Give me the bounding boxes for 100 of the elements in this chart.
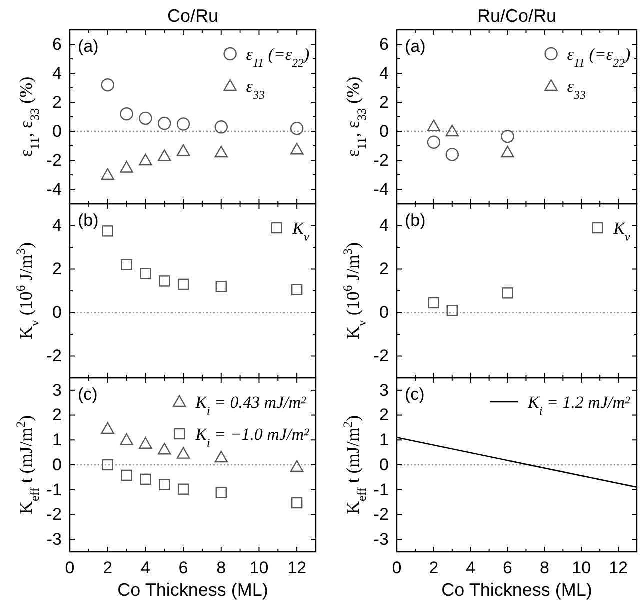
point xyxy=(427,136,441,149)
chart-title: Co/Ru xyxy=(167,6,219,26)
x-tick-label: 10 xyxy=(572,558,592,578)
point xyxy=(121,470,132,482)
y-tick-label: -3 xyxy=(374,530,389,550)
y-tick-label: 2 xyxy=(379,260,389,279)
x-tick-label: 6 xyxy=(178,558,188,578)
y-tick-label: -1 xyxy=(46,480,62,500)
y-tick-label: 0 xyxy=(379,303,389,322)
legend-label: ε$_{33}$ xyxy=(246,77,265,102)
y-tick-label: 2 xyxy=(52,406,62,425)
y-tick-label: -4 xyxy=(374,180,389,199)
point xyxy=(140,268,152,280)
point xyxy=(501,146,514,158)
point xyxy=(446,304,458,316)
x-axis-title: Co Thickness (ML) xyxy=(442,580,592,600)
y-tick-label: 0 xyxy=(52,455,62,474)
chart-title: Ru/Co/Ru xyxy=(477,6,557,26)
point xyxy=(501,130,514,144)
x-tick-label: 0 xyxy=(65,558,75,578)
y-tick-label: 0 xyxy=(52,122,62,141)
x-tick-label: 0 xyxy=(392,558,402,578)
point xyxy=(140,474,152,486)
y-tick-label: 3 xyxy=(379,380,389,400)
x-tick-label: 2 xyxy=(103,558,113,578)
point xyxy=(446,124,459,137)
y-tick-label: 0 xyxy=(379,455,389,474)
y-tick-label: 2 xyxy=(379,406,389,425)
point xyxy=(428,297,440,309)
point xyxy=(178,278,190,290)
point xyxy=(214,450,228,463)
annotation: (c) xyxy=(405,385,425,404)
y-tick-label: 2 xyxy=(52,260,62,279)
point xyxy=(290,460,304,472)
x-tick-label: 12 xyxy=(288,558,307,578)
legend-label: K$_{i}$ = 1.2 mJ/m² xyxy=(527,393,631,418)
point xyxy=(159,479,170,490)
annotation: (b) xyxy=(78,211,99,230)
point xyxy=(290,122,304,136)
point xyxy=(101,78,114,92)
point xyxy=(159,276,170,287)
y-tick-label: -2 xyxy=(46,150,62,170)
y-tick-label: 1 xyxy=(52,430,62,450)
y-tick-label: 0 xyxy=(52,303,62,322)
point xyxy=(178,484,190,495)
point xyxy=(502,288,514,299)
y-tick-label: 1 xyxy=(379,430,389,450)
point xyxy=(102,459,114,471)
x-tick-label: 2 xyxy=(429,558,439,578)
point xyxy=(291,284,303,296)
x-axis-title: Co Thickness (ML) xyxy=(118,580,268,600)
point xyxy=(121,259,132,270)
point xyxy=(427,120,441,132)
point xyxy=(176,118,190,131)
point xyxy=(214,146,228,158)
legend-label: ε$_{11}$ (=ε$_{22}$) xyxy=(567,45,631,70)
y-tick-label: -3 xyxy=(46,530,62,550)
point xyxy=(120,108,134,121)
y-tick-label: -2 xyxy=(374,505,389,524)
point xyxy=(214,120,228,134)
point xyxy=(290,143,304,155)
legend-label: K$_{i}$ = 0.43 mJ/m² xyxy=(194,393,308,418)
y-tick-label: 6 xyxy=(52,34,62,54)
y-tick-label: 2 xyxy=(379,92,389,112)
point xyxy=(158,116,172,130)
x-tick-label: 10 xyxy=(250,558,269,578)
point xyxy=(216,281,227,292)
point xyxy=(216,487,227,498)
x-tick-label: 4 xyxy=(140,558,150,578)
point xyxy=(139,112,152,126)
legend-label: K$_{v}$ xyxy=(292,219,310,244)
y-tick-label: -2 xyxy=(374,150,389,170)
y-tick-label: 2 xyxy=(52,92,62,112)
point xyxy=(291,497,303,509)
point xyxy=(158,442,172,455)
annotation: (a) xyxy=(405,37,426,56)
x-tick-label: 12 xyxy=(609,558,628,578)
y-tick-label: 4 xyxy=(52,64,62,83)
point xyxy=(176,447,190,459)
point xyxy=(158,150,172,162)
legend-label: ε$_{33}$ xyxy=(567,77,586,102)
legend-label: ε$_{11}$ (=ε$_{22}$) xyxy=(246,45,310,70)
point xyxy=(139,154,152,166)
annotation: (c) xyxy=(78,385,98,404)
point xyxy=(102,226,114,237)
y-tick-label: -2 xyxy=(46,346,62,366)
y-tick-label: 4 xyxy=(379,64,389,83)
y-tick-label: -4 xyxy=(46,180,62,199)
legend-label: K$_{i}$ = −1.0 mJ/m² xyxy=(194,425,310,450)
x-tick-label: 8 xyxy=(216,558,226,578)
point xyxy=(176,144,190,156)
point xyxy=(120,161,134,173)
y-tick-label: 6 xyxy=(379,34,389,54)
legend-label: K$_{v}$ xyxy=(612,219,631,244)
point xyxy=(101,168,114,180)
point xyxy=(139,437,152,449)
point xyxy=(120,434,134,446)
y-tick-label: 0 xyxy=(379,122,389,141)
point xyxy=(101,422,114,434)
annotation: (a) xyxy=(78,37,99,56)
